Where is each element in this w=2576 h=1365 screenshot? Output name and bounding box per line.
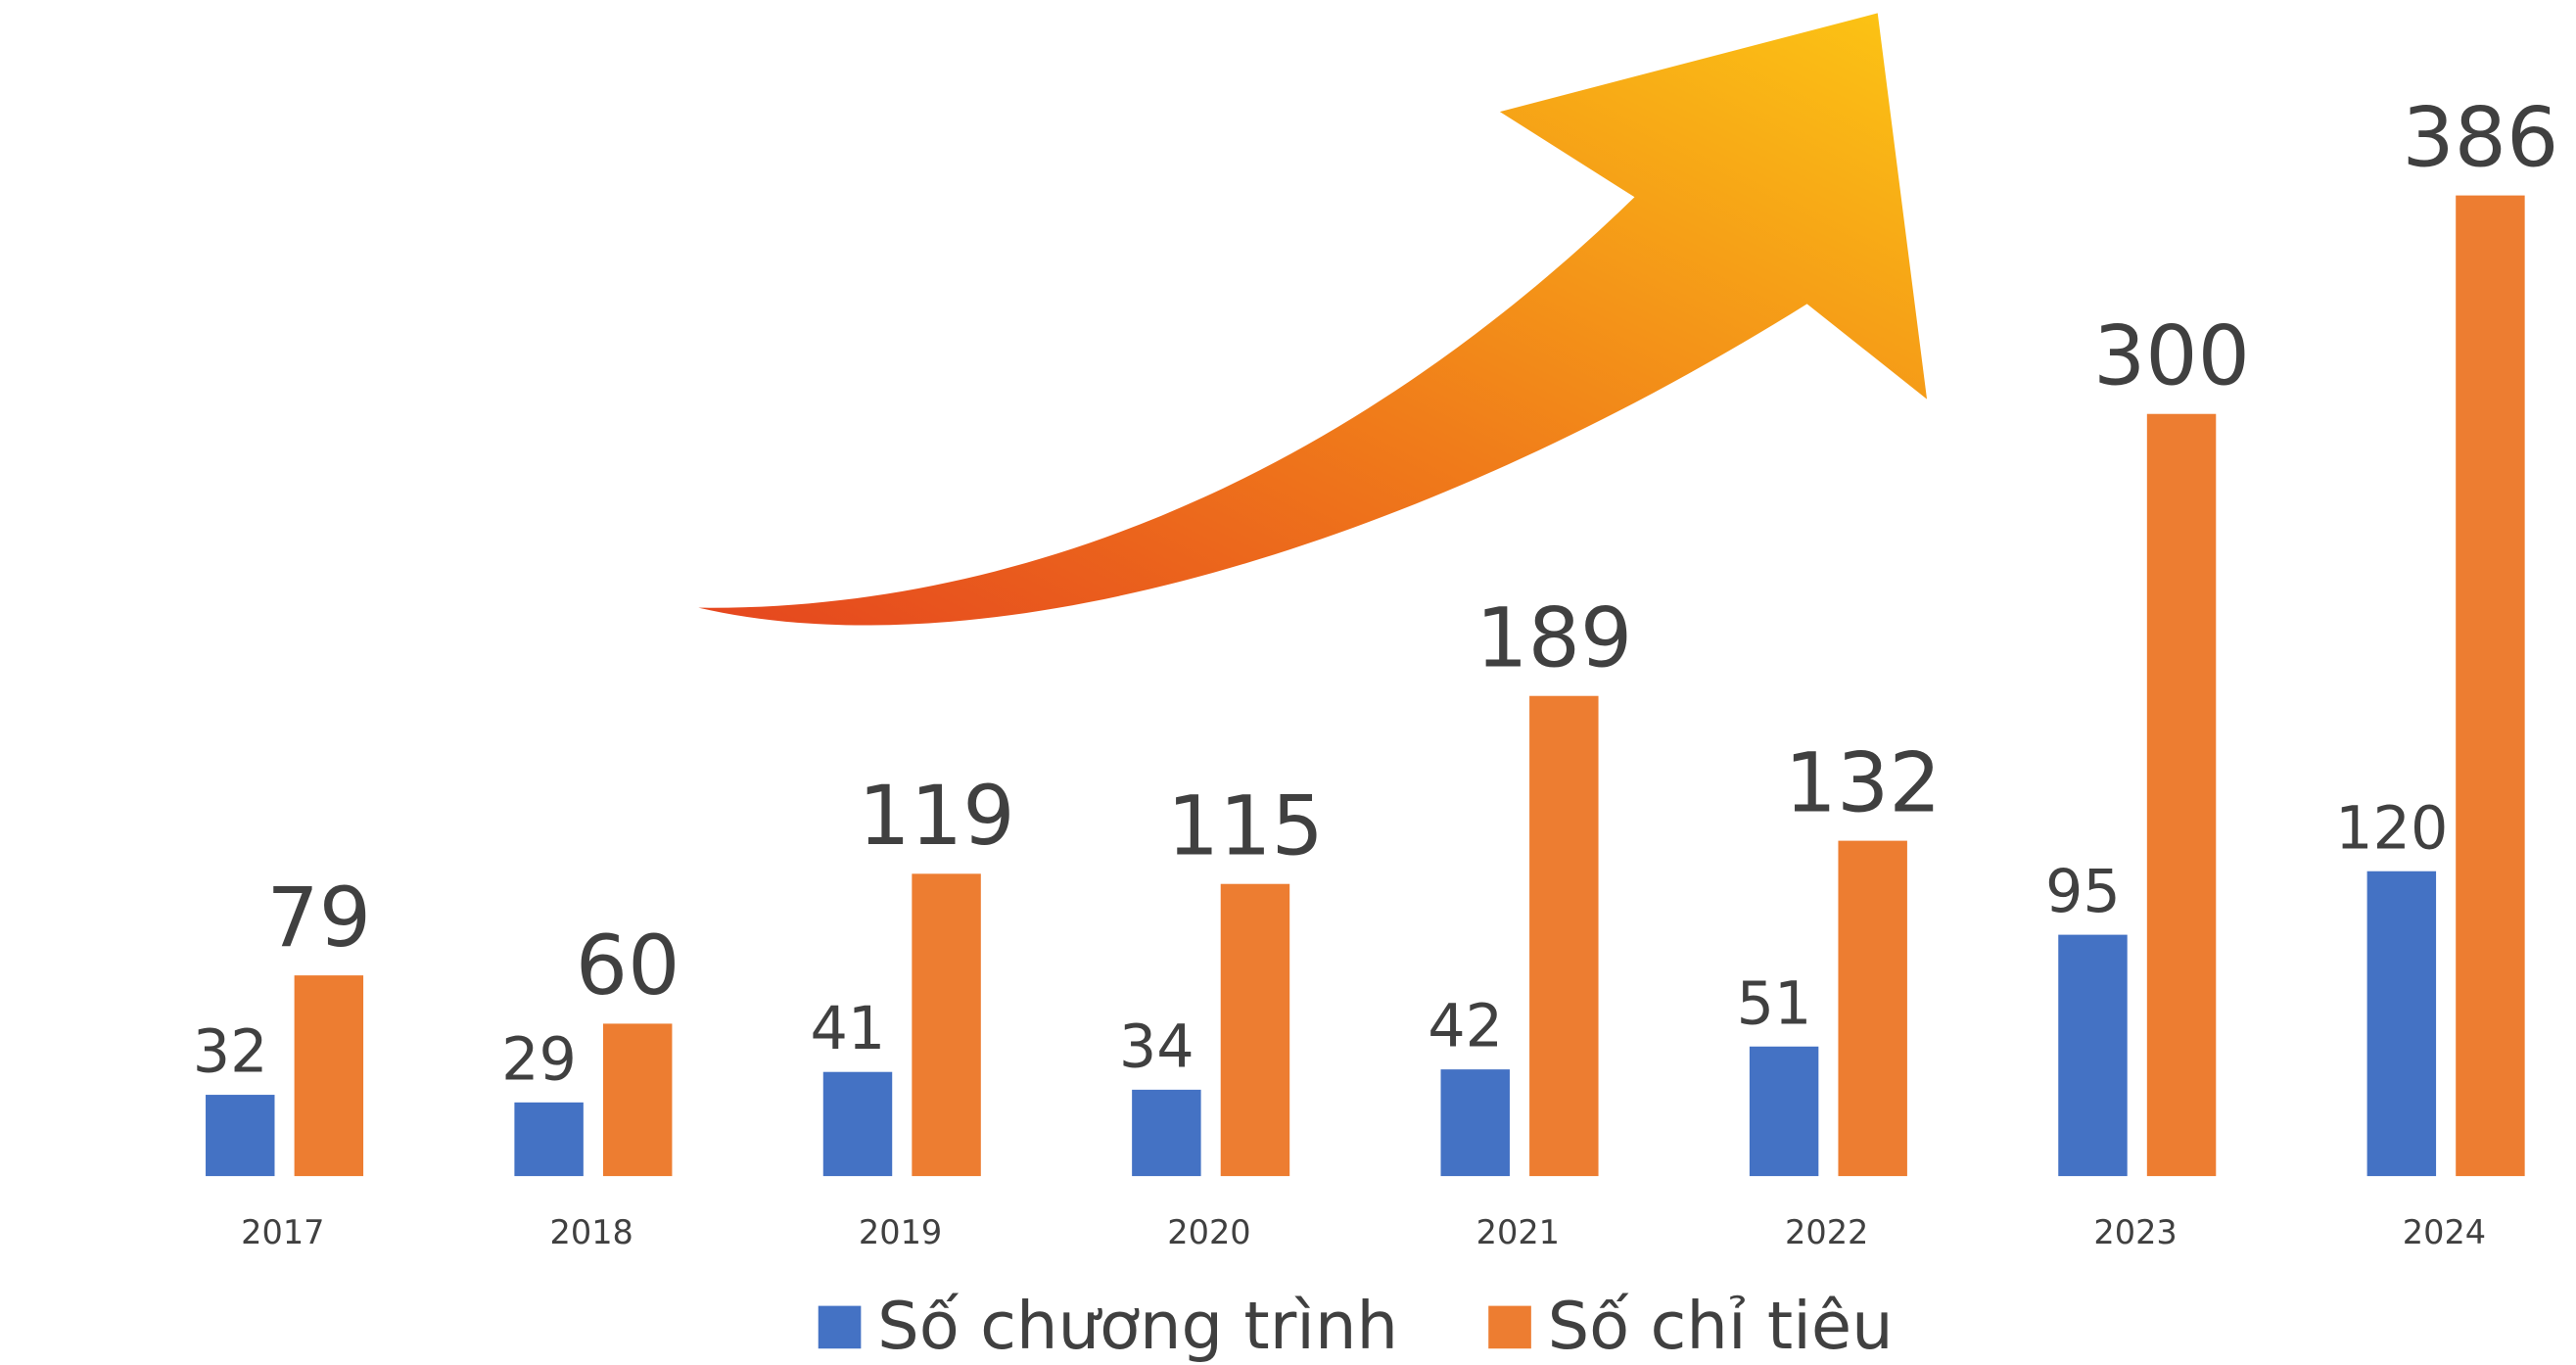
data-label: 386 [2402,89,2558,185]
data-label: 34 [1119,1012,1194,1081]
labels: 2017 32 79 2018 29 60 2019 41 119 2020 34 115 2021 42… [193,89,2559,1250]
data-label: 189 [1475,590,1632,686]
bar [1132,1089,1201,1177]
trend-arrow [698,13,1928,626]
x-tick-label: 2023 [2093,1213,2177,1251]
bar [1838,840,1907,1177]
data-label: 51 [1737,969,1812,1038]
bar [1440,1069,1510,1177]
bar [1220,883,1290,1177]
bar [1529,695,1599,1177]
x-tick-label: 2021 [1476,1213,1560,1251]
bar [2366,871,2437,1177]
data-label: 41 [811,995,886,1063]
bar [912,873,981,1177]
bar [206,1095,275,1177]
bar [822,1071,893,1177]
legend-label: Số chương trình [877,1288,1398,1364]
data-label: 119 [858,768,1014,864]
data-label: 120 [2335,794,2448,863]
data-label: 60 [576,918,680,1013]
data-label: 42 [1428,993,1503,1061]
data-label: 300 [2093,308,2250,404]
x-tick-label: 2020 [1167,1213,1250,1251]
data-label: 115 [1167,778,1324,874]
legend: Số chương trình Số chỉ tiêu [818,1288,1894,1364]
bar [602,1023,673,1177]
data-label: 29 [501,1025,577,1094]
x-tick-label: 2017 [241,1213,324,1251]
bar [1749,1046,1819,1177]
bar [514,1102,584,1177]
data-label: 32 [193,1018,268,1087]
legend-swatch [1488,1305,1531,1349]
legend-label: Số chỉ tiêu [1548,1288,1894,1364]
data-label: 79 [266,870,371,965]
legend-swatch [818,1305,862,1349]
bar [2058,934,2128,1177]
bar [2146,413,2217,1177]
data-label: 132 [1785,734,1942,830]
x-tick-label: 2024 [2403,1213,2486,1251]
bar [294,975,364,1177]
bar [2456,195,2525,1177]
x-tick-label: 2019 [859,1213,942,1251]
data-label: 95 [2045,858,2121,926]
x-tick-label: 2022 [1785,1213,1868,1251]
bars [206,195,2525,1177]
x-tick-label: 2018 [550,1213,633,1251]
